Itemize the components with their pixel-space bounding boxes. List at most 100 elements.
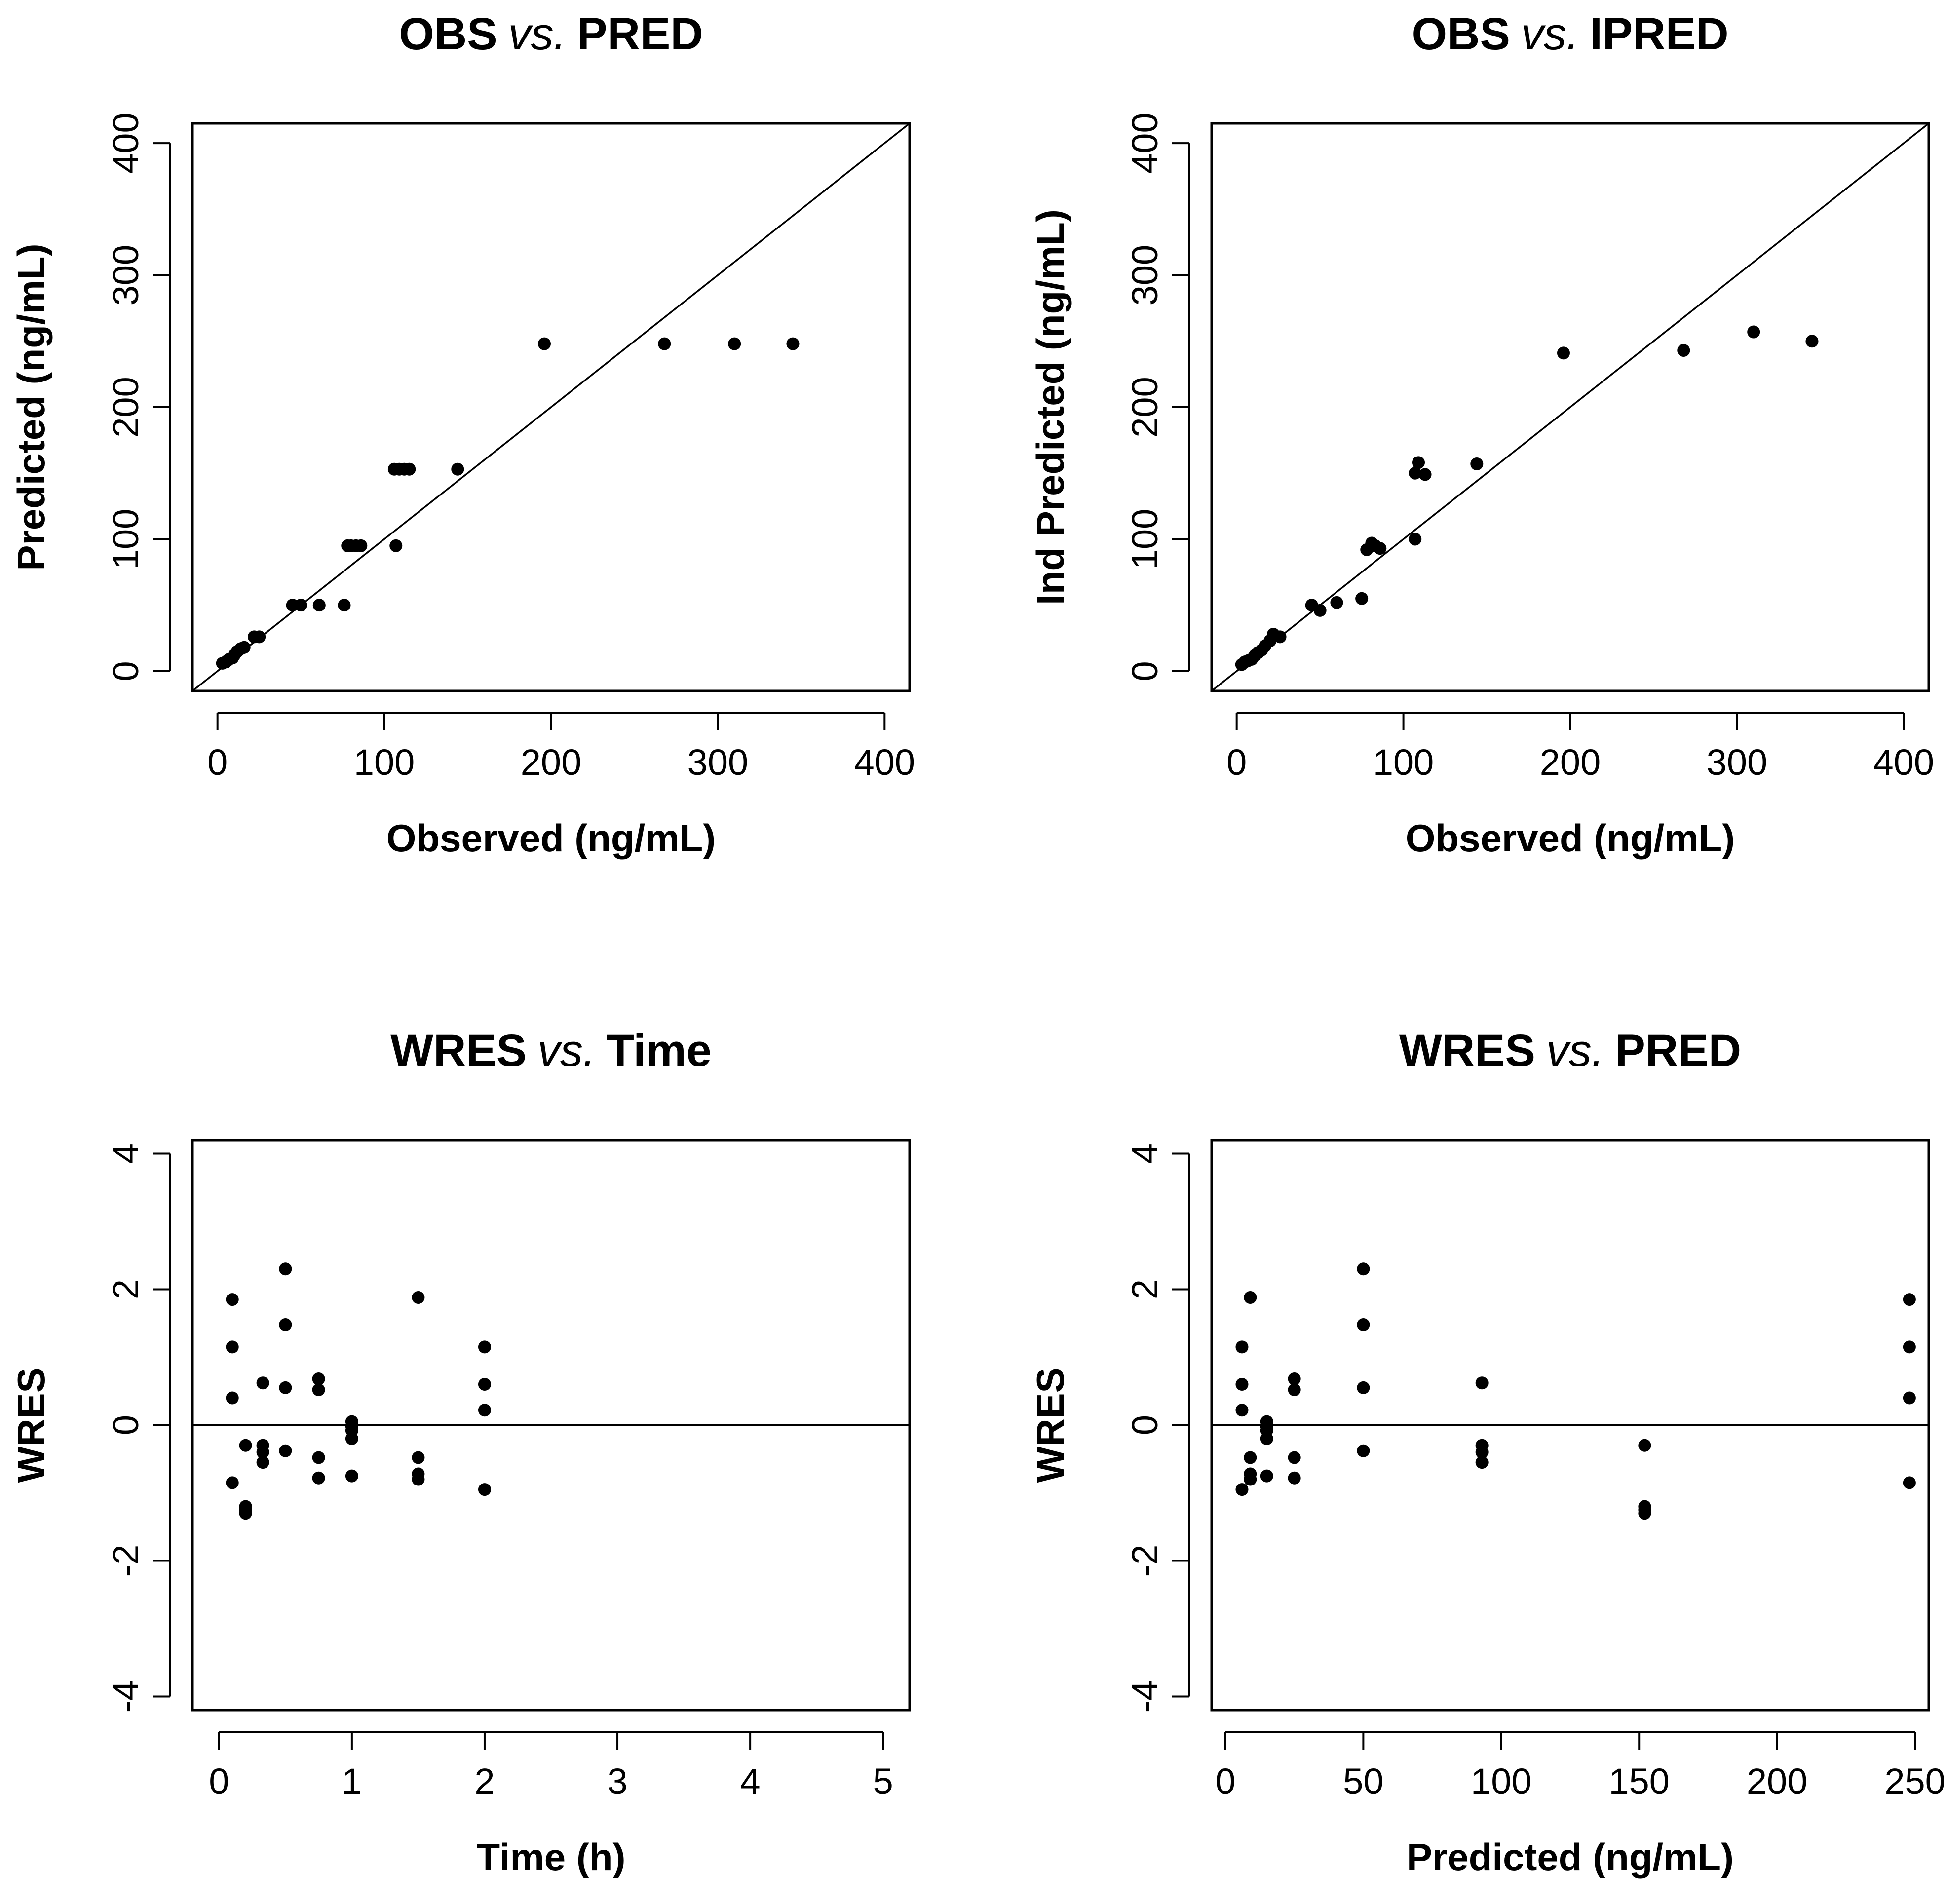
x-axis-label: Predicted (ng/mL): [1407, 1835, 1734, 1879]
x-tick-label: 300: [1707, 742, 1767, 783]
data-point: [279, 1381, 292, 1394]
data-point: [786, 337, 800, 350]
y-tick-label: 2: [105, 1279, 146, 1299]
data-point: [256, 1446, 269, 1459]
data-point: [1273, 630, 1287, 644]
data-point: [226, 1293, 239, 1306]
x-tick-label: 150: [1608, 1761, 1669, 1802]
data-point: [312, 1451, 325, 1464]
y-tick-label: 0: [1124, 661, 1165, 681]
data-point: [312, 599, 326, 612]
y-tick-label: 0: [105, 661, 146, 681]
plot-title-vs: vs.: [1521, 9, 1579, 59]
data-point: [1557, 346, 1570, 360]
plot-title: OBS vs. PRED: [399, 9, 703, 59]
data-point: [237, 641, 251, 654]
x-tick-label: 400: [1873, 742, 1934, 783]
data-point: [312, 1471, 325, 1485]
data-point: [1903, 1340, 1916, 1354]
data-point: [1355, 592, 1369, 605]
data-point: [256, 1456, 269, 1469]
data-point: [1244, 1291, 1257, 1304]
x-tick-label: 200: [521, 742, 581, 783]
y-tick-label: 2: [1124, 1279, 1165, 1299]
x-tick-label: 300: [687, 742, 748, 783]
y-axis-label: WRES: [9, 1368, 53, 1483]
data-point: [1475, 1376, 1489, 1390]
data-point: [1357, 1444, 1370, 1457]
data-point: [226, 1391, 239, 1405]
y-tick-label: 100: [105, 509, 146, 570]
data-point: [345, 1469, 358, 1483]
x-tick-label: 50: [1343, 1761, 1383, 1802]
data-point: [1374, 542, 1387, 555]
x-tick-label: 100: [1471, 1761, 1531, 1802]
data-point: [389, 539, 403, 552]
y-tick-label: 100: [1124, 509, 1165, 570]
data-point: [1903, 1293, 1916, 1306]
data-point: [239, 1439, 252, 1452]
plot-title-part: OBS: [1412, 9, 1510, 59]
data-point: [1244, 1451, 1257, 1464]
plot-title: WRES vs. PRED: [1399, 1026, 1741, 1076]
data-point: [226, 1476, 239, 1489]
data-point: [1357, 1318, 1370, 1331]
x-tick-label: 400: [854, 742, 915, 783]
plot-title-part: IPRED: [1590, 9, 1728, 59]
plot-panel-2: OBS vs. IPRED 0 100 200 300 400 0 100 200 300 400 Obs…: [1029, 9, 1934, 860]
x-axis-label: Observed (ng/mL): [1406, 816, 1735, 860]
y-tick-label: -4: [105, 1680, 146, 1713]
data-point: [279, 1318, 292, 1331]
data-point: [1235, 1404, 1249, 1417]
data-point: [1357, 1381, 1370, 1394]
data-point: [1235, 1378, 1249, 1391]
y-tick-label: 300: [105, 245, 146, 305]
y-axis-label: Ind Predicted (ng/mL): [1029, 209, 1072, 605]
data-point: [728, 337, 741, 350]
y-tick-label: 200: [1124, 377, 1165, 437]
y-axis-label: WRES: [1029, 1368, 1072, 1483]
data-point: [478, 1404, 491, 1417]
y-tick-label: 400: [1124, 113, 1165, 173]
plot-title-vs: vs.: [537, 1026, 596, 1076]
data-point: [478, 1378, 491, 1391]
plot-frame: [1210, 122, 1930, 692]
plot-title-part: Time: [607, 1026, 712, 1076]
x-tick-label: 100: [354, 742, 415, 783]
x-tick-label: 200: [1747, 1761, 1807, 1802]
x-tick-label: 0: [207, 742, 228, 783]
data-point: [1288, 1471, 1301, 1485]
x-axis-label: Time (h): [477, 1835, 626, 1879]
data-point: [312, 1383, 325, 1396]
data-point: [1903, 1391, 1916, 1405]
data-point: [1409, 533, 1422, 546]
plot-title-part: WRES: [1399, 1026, 1535, 1076]
data-point: [253, 630, 266, 644]
data-point: [478, 1483, 491, 1496]
data-point: [1677, 344, 1690, 357]
data-point: [1747, 325, 1760, 339]
data-point: [1412, 456, 1425, 469]
data-point: [412, 1451, 425, 1464]
data-point: [1260, 1432, 1273, 1445]
y-tick-label: 400: [105, 113, 146, 173]
plot-title: OBS vs. IPRED: [1412, 9, 1728, 59]
data-point: [345, 1432, 358, 1445]
y-axis-label: Predicted (ng/mL): [9, 243, 53, 571]
data-point: [226, 1340, 239, 1354]
plot-title-part: PRED: [577, 9, 703, 59]
data-point: [1903, 1476, 1916, 1489]
identity-line: [1212, 123, 1929, 691]
y-tick-label: -2: [105, 1545, 146, 1577]
x-tick-label: 4: [740, 1761, 761, 1802]
data-point: [1805, 335, 1819, 348]
y-tick-label: 300: [1124, 245, 1165, 305]
identity-line: [192, 123, 910, 691]
y-tick-label: 200: [105, 377, 146, 437]
y-tick-label: 4: [105, 1143, 146, 1164]
plot-title-part: PRED: [1615, 1026, 1741, 1076]
data-point: [451, 462, 464, 476]
